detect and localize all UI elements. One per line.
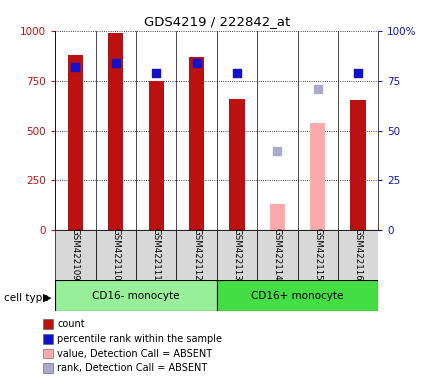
Bar bbox=[217, 230, 257, 280]
Bar bbox=[298, 230, 338, 280]
Text: GSM422111: GSM422111 bbox=[152, 228, 161, 281]
Text: value, Detection Call = ABSENT: value, Detection Call = ABSENT bbox=[57, 349, 212, 359]
Text: CD16- monocyte: CD16- monocyte bbox=[92, 291, 180, 301]
Bar bbox=[217, 280, 378, 311]
Bar bbox=[350, 99, 366, 230]
Text: GSM422114: GSM422114 bbox=[273, 228, 282, 281]
Bar bbox=[68, 55, 83, 230]
Text: GSM422115: GSM422115 bbox=[313, 228, 322, 281]
Bar bbox=[229, 99, 245, 230]
Text: ▶: ▶ bbox=[42, 293, 51, 303]
Text: GSM422109: GSM422109 bbox=[71, 228, 80, 281]
Bar bbox=[176, 230, 217, 280]
Bar bbox=[108, 33, 124, 230]
Point bbox=[153, 70, 159, 76]
Text: GSM422112: GSM422112 bbox=[192, 228, 201, 281]
Bar bbox=[55, 280, 217, 311]
Bar bbox=[136, 230, 176, 280]
Point bbox=[193, 60, 200, 66]
Bar bbox=[189, 57, 204, 230]
Text: cell type: cell type bbox=[4, 293, 49, 303]
Bar bbox=[257, 230, 298, 280]
Bar bbox=[269, 204, 285, 230]
Point bbox=[274, 147, 280, 154]
Bar bbox=[338, 230, 378, 280]
Text: percentile rank within the sample: percentile rank within the sample bbox=[57, 334, 222, 344]
Text: GSM422116: GSM422116 bbox=[354, 228, 363, 281]
Bar bbox=[310, 122, 326, 230]
Text: GSM422110: GSM422110 bbox=[111, 228, 120, 281]
Title: GDS4219 / 222842_at: GDS4219 / 222842_at bbox=[144, 15, 290, 28]
Text: count: count bbox=[57, 319, 85, 329]
Point bbox=[72, 64, 79, 70]
Point bbox=[112, 60, 119, 66]
Text: CD16+ monocyte: CD16+ monocyte bbox=[251, 291, 344, 301]
Bar bbox=[96, 230, 136, 280]
Point bbox=[314, 86, 321, 92]
Bar bbox=[55, 230, 96, 280]
Text: rank, Detection Call = ABSENT: rank, Detection Call = ABSENT bbox=[57, 363, 208, 373]
Point bbox=[354, 70, 361, 76]
Point bbox=[233, 70, 240, 76]
Text: GSM422113: GSM422113 bbox=[232, 228, 241, 281]
Bar bbox=[148, 81, 164, 230]
